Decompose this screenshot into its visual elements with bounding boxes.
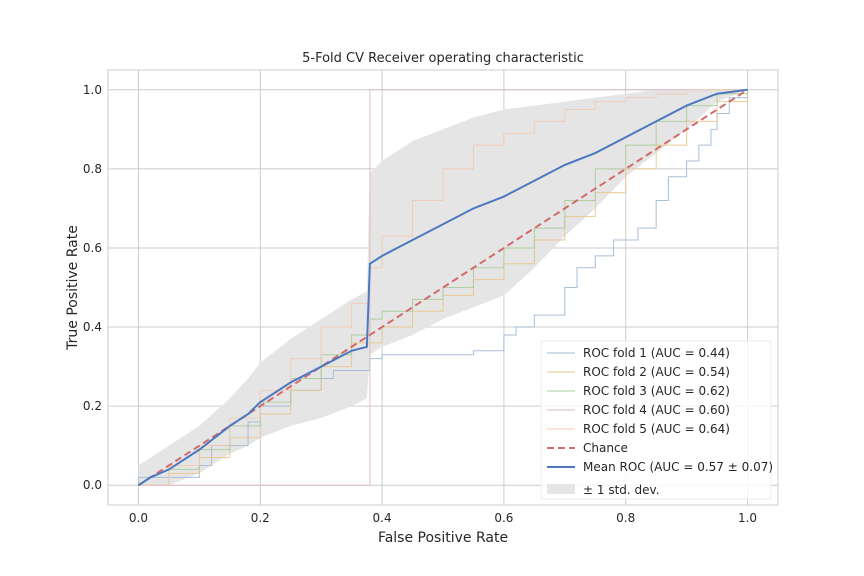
- series-line-1: [137, 89, 749, 486]
- y-axis-label: True Positive Rate: [65, 225, 81, 351]
- y-tick-label: 0.4: [83, 320, 102, 334]
- legend: ROC fold 1 (AUC = 0.44) ROC fold 2 (AUC =…: [540, 340, 773, 500]
- x-tick-label: 0.0: [129, 511, 148, 525]
- legend-label: ROC fold 5 (AUC = 0.64): [583, 422, 730, 436]
- legend-label: Mean ROC (AUC = 0.57 ± 0.07): [583, 460, 773, 474]
- x-tick-label: 1.0: [738, 511, 757, 525]
- legend-label: ROC fold 2 (AUC = 0.54): [583, 365, 730, 379]
- series-line-3: [138, 89, 749, 486]
- legend-label: Chance: [583, 441, 628, 455]
- y-tick-label: 1.0: [83, 83, 102, 97]
- chart-title: 5-Fold CV Receiver operating characteris…: [302, 51, 584, 66]
- x-tick-label: 0.8: [616, 511, 635, 525]
- x-axis-label: False Positive Rate: [378, 530, 508, 546]
- legend-label: ROC fold 4 (AUC = 0.60): [583, 403, 730, 417]
- legend-swatch: [547, 484, 575, 494]
- y-tick-label: 0.8: [83, 162, 102, 176]
- plot-area: 0.0 0.2 0.4 0.6 0.8 1.0 0.0 0.2 0.4 0.6 0.8 1.0: [83, 69, 779, 525]
- legend-label: ± 1 std. dev.: [583, 483, 660, 497]
- series-line-5: [138, 89, 748, 486]
- legend-box: [540, 340, 772, 500]
- legend-label: ROC fold 3 (AUC = 0.62): [583, 384, 730, 398]
- x-tick-label: 0.2: [251, 511, 270, 525]
- y-tick-label: 0.6: [83, 241, 102, 255]
- x-tick-label: 0.6: [494, 511, 513, 525]
- y-tick-label: 0.0: [83, 478, 102, 492]
- y-tick-label: 0.2: [83, 399, 102, 413]
- x-tick-label: 0.4: [373, 511, 392, 525]
- plot-frame: [107, 69, 779, 506]
- series-line-7: [137, 88, 748, 487]
- legend-label: ROC fold 1 (AUC = 0.44): [583, 346, 730, 360]
